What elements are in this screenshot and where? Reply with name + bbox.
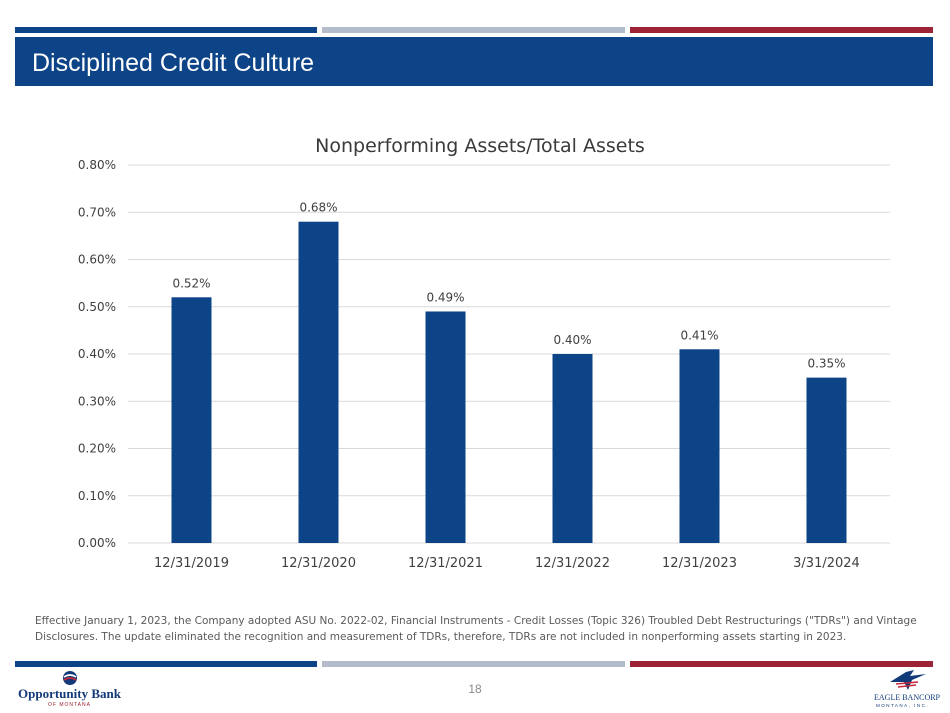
- footnote: Effective January 1, 2023, the Company a…: [35, 615, 917, 643]
- eagle-bancorp-sub: MONTANA, INC.: [876, 703, 930, 708]
- x-tick-label: 3/31/2024: [793, 556, 860, 571]
- x-tick-label: 12/31/2021: [408, 556, 483, 571]
- x-tick-label: 12/31/2023: [662, 556, 737, 571]
- opportunity-bank-sub: OF MONTANA: [48, 702, 91, 708]
- eagle-bancorp-name: EAGLE BANCORP: [874, 693, 941, 702]
- data-label: 0.40%: [553, 333, 591, 347]
- page-number: 18: [468, 682, 482, 696]
- bar: [552, 354, 593, 543]
- bar: [679, 349, 720, 543]
- bar-chart: Nonperforming Assets/Total Assets 0.00%0…: [78, 135, 890, 571]
- opportunity-bank-name: Opportunity Bank: [18, 686, 121, 701]
- page-title: Disciplined Credit Culture: [32, 49, 315, 77]
- bottom-stripe-silver: [322, 661, 625, 667]
- bar: [806, 377, 847, 543]
- top-stripe-silver: [322, 27, 625, 33]
- data-label: 0.41%: [680, 328, 718, 342]
- x-tick-label: 12/31/2019: [154, 556, 229, 571]
- data-label: 0.35%: [807, 357, 845, 371]
- data-label: 0.49%: [426, 290, 464, 304]
- grid-layer: [128, 164, 890, 544]
- bottom-stripe-navy: [15, 661, 317, 667]
- data-label: 0.52%: [172, 276, 210, 290]
- y-tick-label: 0.30%: [78, 394, 116, 408]
- opportunity-bank-logo-icon: [63, 671, 77, 685]
- bar: [171, 297, 212, 543]
- y-tick-label: 0.00%: [78, 536, 116, 550]
- y-tick-label: 0.20%: [78, 442, 116, 456]
- y-tick-label: 0.60%: [78, 253, 116, 267]
- bar: [425, 311, 466, 543]
- bars-layer: [171, 221, 847, 543]
- bottom-stripe-maroon: [630, 661, 933, 667]
- eagle-logo-icon: [890, 670, 926, 690]
- header-bar: Disciplined Credit Culture: [15, 37, 933, 86]
- eagle-bancorp-logo: EAGLE BANCORP MONTANA, INC.: [868, 668, 941, 710]
- y-tick-label: 0.40%: [78, 347, 116, 361]
- chart-title: Nonperforming Assets/Total Assets: [315, 135, 645, 157]
- y-tick-label: 0.80%: [78, 158, 116, 172]
- top-stripe-navy: [15, 27, 317, 33]
- y-tick-label: 0.50%: [78, 300, 116, 314]
- y-tick-label: 0.70%: [78, 205, 116, 219]
- opportunity-bank-logo: Opportunity Bank OF MONTANA: [18, 670, 128, 708]
- x-tick-label: 12/31/2020: [281, 556, 356, 571]
- labels-layer: 0.00% 0.10% 0.20% 0.30% 0.40% 0.50% 0.60% 0.70%…: [78, 158, 860, 571]
- top-stripe-maroon: [630, 27, 933, 33]
- y-tick-label: 0.10%: [78, 489, 116, 503]
- bar: [298, 221, 339, 543]
- x-tick-label: 12/31/2022: [535, 556, 610, 571]
- data-label: 0.68%: [299, 201, 337, 215]
